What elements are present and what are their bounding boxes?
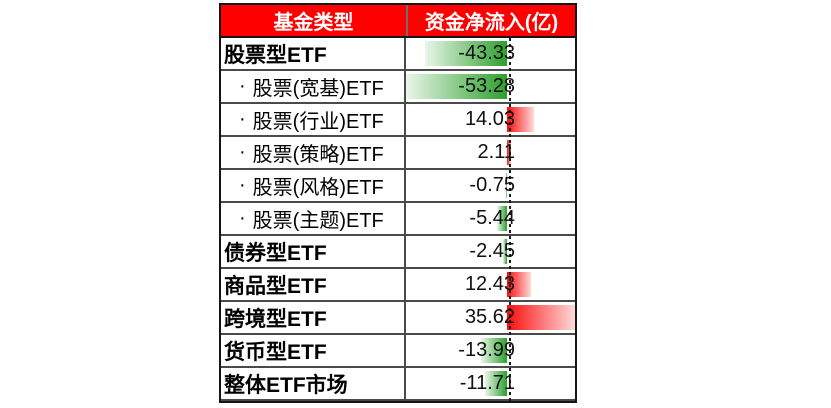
zero-axis-line	[509, 38, 511, 401]
net-inflow-cell: -5.44	[406, 203, 575, 234]
row-label: 股票(行业)ETF	[252, 111, 384, 133]
table-row: 整体ETF市场 -11.71	[221, 368, 575, 401]
net-inflow-cell: -11.71	[406, 368, 575, 399]
bullet-marker: ·	[239, 174, 246, 196]
row-value: -53.28	[458, 75, 515, 97]
fund-type-cell: · 股票(宽基)ETF	[221, 71, 406, 102]
table-row: · 股票(主题)ETF -5.44	[221, 203, 575, 236]
data-bar	[507, 305, 575, 330]
row-value: -0.75	[469, 174, 515, 196]
table-row: · 股票(行业)ETF 14.03	[221, 104, 575, 137]
table-row: 货币型ETF -13.99	[221, 335, 575, 368]
row-value: -43.33	[458, 42, 515, 64]
row-value: 35.62	[464, 306, 515, 328]
net-inflow-cell: 2.11	[406, 137, 575, 168]
row-label: 商品型ETF	[224, 274, 327, 298]
row-label: 货币型ETF	[224, 340, 327, 364]
net-inflow-cell: -53.28	[406, 71, 575, 102]
row-value: -13.99	[458, 339, 515, 361]
table-body: 股票型ETF -43.33 · 股票(宽基)ETF -53.28 · 股票(行业…	[221, 38, 575, 401]
data-bar	[502, 239, 508, 264]
table-row: · 股票(宽基)ETF -53.28	[221, 71, 575, 104]
fund-type-cell: 货币型ETF	[221, 335, 406, 366]
bullet-marker: ·	[239, 75, 246, 97]
net-inflow-cell: 35.62	[406, 302, 575, 333]
net-inflow-cell: 14.03	[406, 104, 575, 135]
fund-type-cell: 整体ETF市场	[221, 368, 406, 399]
row-label: 股票(宽基)ETF	[252, 78, 384, 100]
header-cell-net-inflow: 资金净流入(亿)	[424, 12, 559, 34]
table-row: · 股票(策略)ETF 2.11	[221, 137, 575, 170]
table-row: 债券型ETF -2.45	[221, 236, 575, 269]
row-value: -11.71	[459, 372, 515, 394]
data-bar	[496, 206, 508, 231]
row-label: 整体ETF市场	[224, 373, 348, 397]
table-header-row: 基金类型 资金净流入(亿)	[221, 5, 575, 38]
table-row: 商品型ETF 12.43	[221, 269, 575, 302]
data-bar	[480, 338, 508, 363]
row-label: 股票(策略)ETF	[252, 144, 384, 166]
row-label: 债券型ETF	[224, 241, 327, 265]
table-row: 跨境型ETF 35.62	[221, 302, 575, 335]
data-bar	[424, 41, 508, 66]
fund-type-cell: · 股票(策略)ETF	[221, 137, 406, 168]
data-bar	[505, 173, 508, 198]
net-inflow-cell: 12.43	[406, 269, 575, 300]
fund-type-cell: 债券型ETF	[221, 236, 406, 267]
header-cell-fund-type: 基金类型	[221, 5, 408, 36]
net-inflow-cell: -13.99	[406, 335, 575, 366]
row-value: -5.44	[469, 207, 515, 229]
row-label: 股票(主题)ETF	[252, 210, 384, 232]
row-value: -2.45	[469, 240, 515, 262]
row-value: 14.03	[464, 108, 515, 130]
data-bar	[485, 371, 508, 396]
fund-type-cell: · 股票(行业)ETF	[221, 104, 406, 135]
data-bar	[507, 272, 531, 297]
fund-type-cell: 商品型ETF	[221, 269, 406, 300]
net-inflow-cell: -2.45	[406, 236, 575, 267]
data-bar	[406, 74, 508, 99]
fund-type-cell: 股票型ETF	[221, 38, 406, 69]
row-value: 12.43	[464, 273, 515, 295]
etf-fund-flow-table: 基金类型 资金净流入(亿) 股票型ETF -43.33 · 股票(宽基)ETF …	[219, 3, 577, 403]
net-inflow-cell: -0.75	[406, 170, 575, 201]
row-label: 跨境型ETF	[224, 307, 327, 331]
fund-type-cell: · 股票(主题)ETF	[221, 203, 406, 234]
data-bar	[507, 107, 534, 132]
row-value: 2.11	[477, 141, 515, 163]
bullet-marker: ·	[239, 108, 246, 130]
net-inflow-cell: -43.33	[406, 38, 575, 69]
fund-type-cell: · 股票(风格)ETF	[221, 170, 406, 201]
bullet-marker: ·	[239, 207, 246, 229]
row-label: 股票型ETF	[224, 43, 327, 67]
fund-type-cell: 跨境型ETF	[221, 302, 406, 333]
table-row: · 股票(风格)ETF -0.75	[221, 170, 575, 203]
table-row: 股票型ETF -43.33	[221, 38, 575, 71]
row-label: 股票(风格)ETF	[252, 177, 384, 199]
bullet-marker: ·	[239, 141, 246, 163]
